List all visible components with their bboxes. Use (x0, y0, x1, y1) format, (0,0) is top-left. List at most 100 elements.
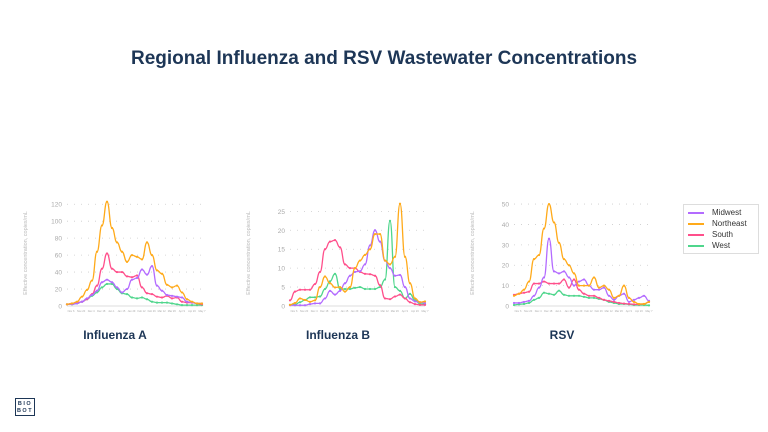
x-tick-label: Jan 1 (555, 309, 562, 313)
y-tick-label: 25 (278, 209, 286, 216)
data-point (135, 274, 139, 277)
data-point (80, 300, 84, 303)
data-point (308, 288, 312, 291)
data-point (338, 285, 342, 289)
data-point (537, 282, 541, 285)
y-tick-label: 80 (55, 236, 63, 243)
data-point (587, 296, 591, 299)
data-point (125, 287, 129, 291)
data-point (190, 300, 194, 303)
data-point (303, 298, 307, 302)
series-line (513, 203, 650, 305)
data-point (115, 286, 119, 289)
chart-title: Influenza A (83, 328, 147, 342)
x-tick-label: Nov 6 (68, 309, 75, 313)
data-point (587, 284, 591, 287)
x-tick-label: Jan 1 (108, 309, 115, 313)
legend: Midwest Northeast South West (683, 204, 759, 254)
data-point (165, 293, 169, 297)
data-point (293, 290, 297, 293)
data-point (200, 302, 204, 305)
x-tick-label: Jan 1 (331, 309, 338, 313)
data-point (423, 301, 427, 305)
data-point (368, 244, 372, 247)
data-point (383, 259, 387, 262)
data-point (567, 276, 571, 279)
legend-item-northeast: Northeast (688, 218, 754, 229)
data-point (368, 273, 372, 276)
data-point (642, 294, 646, 297)
data-point (398, 202, 402, 205)
data-point (378, 284, 382, 287)
y-tick-label: 40 (502, 222, 510, 229)
y-axis-label: Effective concentration, copies/mL (246, 211, 252, 295)
data-point (398, 289, 402, 292)
data-point (180, 291, 184, 294)
data-point (532, 294, 536, 297)
data-point (303, 288, 307, 291)
x-tick-label: Nov 6 (291, 309, 298, 313)
x-tick-label: Apr 23 (635, 309, 643, 313)
data-point (373, 232, 377, 236)
data-point (537, 253, 541, 257)
series-line (290, 229, 426, 306)
data-point (383, 278, 387, 281)
data-point (185, 298, 189, 301)
legend-item-west: West (688, 240, 754, 251)
series-west (288, 219, 427, 306)
data-point (552, 293, 556, 296)
data-point (532, 282, 536, 285)
data-point (612, 298, 616, 301)
data-point (607, 288, 611, 291)
data-point (388, 298, 392, 301)
data-point (75, 300, 79, 303)
data-point (542, 280, 546, 283)
data-point (298, 304, 302, 307)
data-point (80, 295, 84, 298)
data-point (572, 294, 576, 297)
data-point (373, 229, 377, 232)
x-tick-label: May 7 (645, 309, 653, 313)
data-point (597, 296, 601, 299)
data-point (298, 297, 302, 300)
data-point (90, 293, 94, 297)
data-point (632, 303, 636, 306)
data-point (348, 267, 352, 270)
data-point (388, 267, 392, 270)
x-tick-label: Dec 18 (320, 309, 329, 313)
data-point (647, 300, 651, 304)
data-point (85, 297, 89, 300)
data-point (333, 286, 337, 289)
data-point (333, 239, 337, 242)
chart-title: RSV (549, 328, 575, 342)
data-point (532, 298, 536, 301)
data-point (383, 297, 387, 300)
data-point (100, 224, 104, 227)
x-tick-label: Apr 9 (402, 309, 409, 313)
data-point (110, 282, 114, 286)
data-point (115, 270, 119, 274)
series-line (66, 201, 202, 305)
data-point (627, 300, 631, 304)
data-point (338, 246, 342, 249)
data-point (522, 300, 526, 304)
data-point (155, 295, 159, 298)
data-point (527, 280, 531, 283)
data-point (130, 278, 134, 281)
data-point (637, 302, 641, 306)
x-tick-label: Jan 29 (351, 309, 359, 313)
x-tick-label: Mar 12 (605, 309, 614, 313)
data-point (403, 297, 407, 300)
data-point (607, 299, 611, 303)
data-point (328, 240, 332, 243)
data-point (160, 296, 164, 299)
data-point (105, 252, 109, 255)
data-point (632, 300, 636, 304)
data-point (547, 282, 551, 285)
y-tick-label: 0 (281, 304, 285, 311)
data-point (313, 302, 317, 305)
data-point (413, 297, 417, 300)
data-point (627, 296, 631, 299)
data-point (170, 286, 174, 289)
